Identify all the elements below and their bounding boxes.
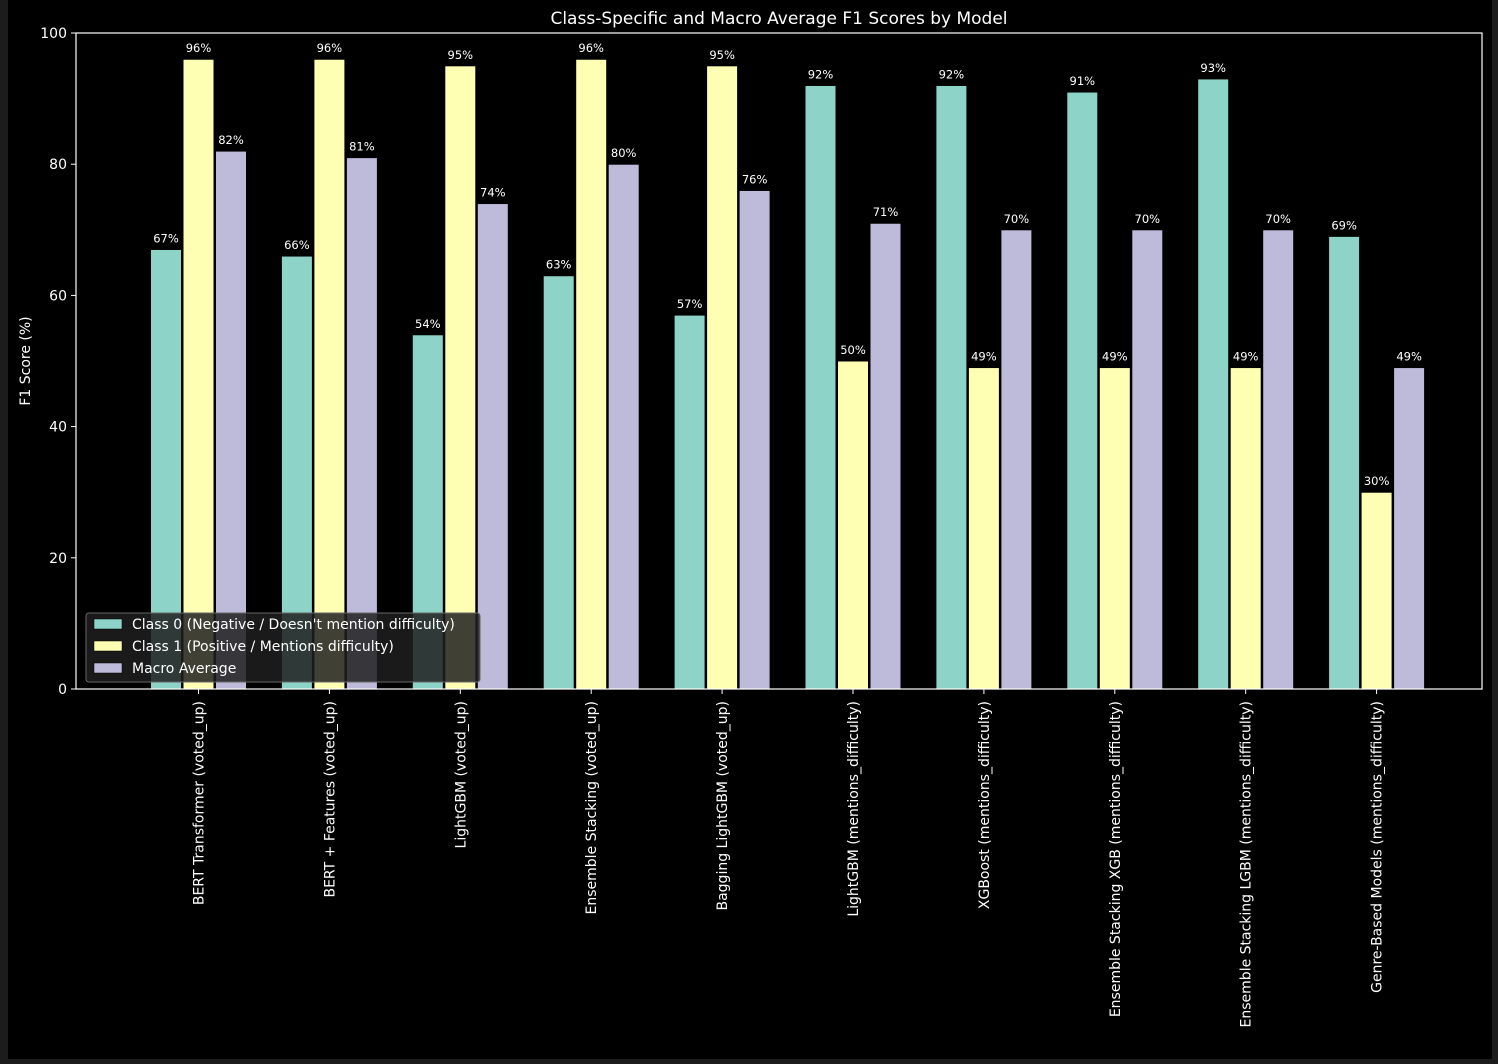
bar-series-2 (575, 58, 608, 690)
data-label: 93% (1200, 61, 1226, 75)
bar-series-2 (967, 367, 1000, 690)
legend-label: Macro Average (132, 661, 236, 677)
y-tick-label: 0 (58, 682, 67, 698)
bar-series-3 (476, 203, 509, 690)
data-label: 96% (186, 41, 212, 55)
data-label: 96% (317, 41, 343, 55)
bar-series-1 (1328, 235, 1361, 690)
y-tick-label: 60 (49, 288, 67, 304)
x-tick-label: Genre-Based Models (mentions_difficulty) (1370, 701, 1386, 993)
plot-frame (75, 32, 1483, 690)
bar-series-2 (1098, 367, 1131, 690)
legend-swatch (93, 662, 123, 674)
y-tick-label: 80 (49, 157, 67, 173)
x-tick-label: Bagging LightGBM (voted_up) (715, 701, 731, 911)
data-label: 91% (1070, 74, 1096, 88)
bar-series-3 (869, 222, 902, 690)
legend-label: Class 1 (Positive / Mentions difficulty) (132, 639, 394, 655)
data-label: 80% (611, 146, 637, 160)
chart-canvas: Class-Specific and Macro Average F1 Scor… (8, 0, 1492, 1059)
bar-series-1 (1066, 91, 1099, 690)
legend: Class 0 (Negative / Doesn't mention diff… (85, 612, 481, 683)
data-label: 49% (1233, 350, 1259, 364)
data-label: 76% (742, 172, 768, 186)
data-label: 57% (677, 297, 703, 311)
y-tick-label: 100 (40, 26, 67, 42)
chart-title: Class-Specific and Macro Average F1 Scor… (550, 9, 1007, 29)
bar-series-1 (673, 314, 706, 690)
bar-series-2 (1360, 491, 1393, 690)
bar-series-3 (1393, 367, 1426, 690)
data-label: 49% (1102, 350, 1128, 364)
bar-series-2 (182, 58, 215, 690)
data-label: 82% (218, 133, 244, 147)
x-tick-label: Ensemble Stacking XGB (mentions_difficul… (1108, 701, 1124, 1017)
data-label: 74% (480, 186, 506, 200)
data-label: 49% (1396, 350, 1422, 364)
data-label: 30% (1364, 474, 1390, 488)
legend-box (85, 612, 481, 683)
bar-series-1 (1197, 78, 1230, 690)
bar-series-2 (444, 65, 477, 690)
x-tick-label: BERT + Features (voted_up) (322, 701, 338, 898)
data-label: 92% (808, 67, 834, 81)
data-label: 66% (284, 238, 310, 252)
data-label: 69% (1331, 218, 1357, 232)
data-label: 50% (840, 343, 866, 357)
legend-swatch (93, 618, 123, 630)
data-label: 67% (153, 231, 179, 245)
data-label: 70% (1265, 212, 1291, 226)
bar-series-2 (706, 65, 739, 690)
legend-label: Class 0 (Negative / Doesn't mention diff… (132, 617, 455, 633)
data-label: 70% (1004, 212, 1030, 226)
bar-series-3 (1131, 229, 1164, 690)
bar-series-3 (1262, 229, 1295, 690)
bar-series-3 (1000, 229, 1033, 690)
y-tick-label: 40 (49, 420, 67, 436)
data-label: 95% (448, 48, 474, 62)
data-label: 96% (578, 41, 604, 55)
data-label: 49% (971, 350, 997, 364)
bar-series-1 (935, 84, 968, 690)
bar-series-1 (542, 275, 575, 690)
x-tick-label: Ensemble Stacking LGBM (mentions_difficu… (1239, 701, 1255, 1027)
x-tick-label: LightGBM (voted_up) (453, 701, 469, 848)
legend-swatch (93, 640, 123, 652)
bar-series-2 (1229, 367, 1262, 690)
data-labels-group: 67% 96% 82% 66% 96% 81% 54% 95% 74% 63% 96% 80% 57% 9… (153, 41, 1422, 488)
bars-group (150, 58, 1426, 690)
bar-chart: Class-Specific and Macro Average F1 Scor… (18, 9, 1483, 1027)
y-axis-ticks: 0 20 40 60 80 100 (40, 26, 76, 698)
x-tick-label: XGBoost (mentions_difficulty) (977, 701, 993, 909)
bar-series-1 (804, 84, 837, 690)
bar-series-3 (345, 157, 378, 690)
x-tick-label: Ensemble Stacking (voted_up) (584, 701, 600, 915)
bar-series-2 (313, 58, 346, 690)
data-label: 92% (939, 67, 965, 81)
data-label: 95% (709, 48, 735, 62)
bar-series-2 (837, 360, 869, 690)
data-label: 63% (546, 258, 572, 272)
x-tick-label: BERT Transformer (voted_up) (192, 701, 208, 905)
data-label: 81% (349, 140, 375, 154)
x-axis-ticks: BERT Transformer (voted_up) BERT + Featur… (192, 689, 1386, 1027)
data-label: 71% (873, 205, 899, 219)
bar-series-3 (738, 189, 771, 690)
x-tick-label: LightGBM (mentions_difficulty) (846, 701, 862, 917)
data-label: 70% (1135, 212, 1161, 226)
bar-series-3 (607, 163, 640, 690)
data-label: 54% (415, 317, 441, 331)
y-tick-label: 20 (49, 551, 67, 567)
bar-series-3 (215, 150, 247, 690)
y-axis-label: F1 Score (%) (18, 316, 34, 405)
